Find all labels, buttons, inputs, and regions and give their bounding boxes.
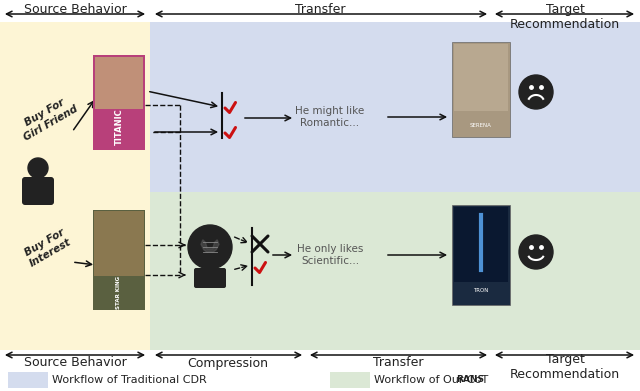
- Text: Target
Recommendation: Target Recommendation: [510, 3, 620, 31]
- Bar: [95, 57, 143, 109]
- Bar: [330, 372, 370, 388]
- Circle shape: [519, 75, 553, 109]
- Text: Workflow of Traditional CDR: Workflow of Traditional CDR: [52, 375, 207, 385]
- Text: Source Behavior: Source Behavior: [24, 357, 126, 369]
- Circle shape: [519, 235, 553, 269]
- Text: Compression: Compression: [188, 357, 269, 369]
- Bar: [452, 42, 510, 137]
- Text: SERENA: SERENA: [470, 123, 492, 128]
- Text: He only likes
Scientific...: He only likes Scientific...: [297, 244, 363, 266]
- Bar: [454, 207, 508, 282]
- Polygon shape: [201, 240, 219, 253]
- Text: Workflow of Our CoT: Workflow of Our CoT: [374, 375, 488, 385]
- Circle shape: [28, 158, 48, 178]
- Text: TRON: TRON: [474, 287, 489, 292]
- Bar: [93, 55, 145, 150]
- Text: RANS: RANS: [456, 375, 484, 384]
- Text: Source Behavior: Source Behavior: [24, 3, 126, 16]
- Bar: [0, 22, 150, 350]
- FancyBboxPatch shape: [22, 177, 54, 205]
- Bar: [93, 210, 145, 310]
- Text: He might like
Romantic...: He might like Romantic...: [296, 106, 365, 128]
- Bar: [452, 205, 510, 305]
- Bar: [94, 211, 144, 276]
- Text: STAR KING: STAR KING: [116, 275, 122, 308]
- Text: Buy For
Interest: Buy For Interest: [22, 227, 74, 269]
- Circle shape: [188, 225, 232, 269]
- Text: Buy For
Girl Friend: Buy For Girl Friend: [17, 93, 79, 142]
- Bar: [454, 44, 508, 111]
- Bar: [8, 372, 48, 388]
- Bar: [150, 192, 640, 350]
- Text: Transfer: Transfer: [372, 357, 423, 369]
- Text: Transfer: Transfer: [295, 3, 345, 16]
- Bar: [150, 22, 640, 192]
- Text: Target
Recommendation: Target Recommendation: [510, 353, 620, 381]
- FancyBboxPatch shape: [194, 268, 226, 288]
- Text: TITANIC: TITANIC: [115, 108, 124, 145]
